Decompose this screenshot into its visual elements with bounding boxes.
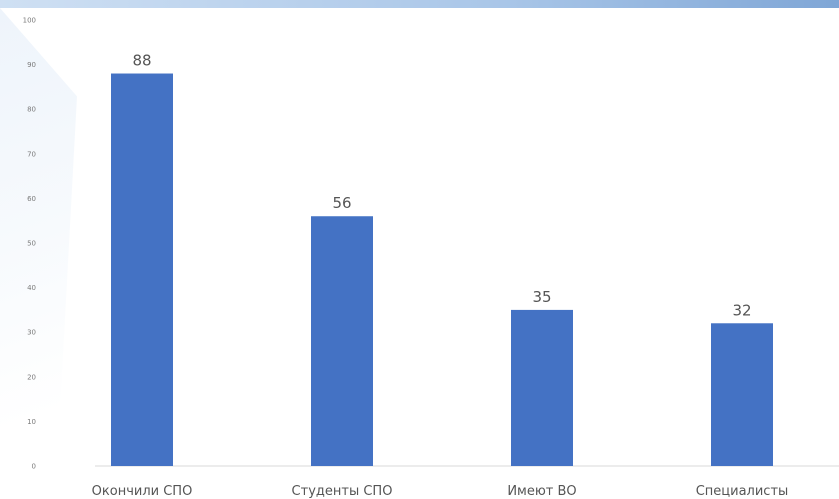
x-category-label: Окончили СПО [92, 484, 193, 499]
data-label: 35 [532, 288, 551, 306]
y-axis: 0 10 20 30 40 50 60 70 80 90 100 [23, 17, 36, 471]
y-tick-label: 90 [27, 61, 36, 69]
bar [311, 216, 373, 466]
y-tick-label: 30 [27, 329, 36, 337]
data-label: 88 [132, 52, 151, 70]
x-axis: Окончили СПО Студенты СПО Имеют ВО Специали… [92, 484, 789, 499]
x-category-label: Студенты СПО [292, 484, 393, 499]
x-category-label: Имеют ВО [507, 484, 576, 499]
y-tick-label: 0 [32, 463, 36, 471]
bars [111, 73, 773, 467]
y-tick-label: 70 [27, 150, 36, 158]
data-label: 32 [732, 301, 751, 319]
bar [711, 323, 773, 466]
y-tick-label: 60 [27, 195, 36, 203]
y-tick-label: 100 [23, 17, 36, 25]
bar [111, 73, 173, 467]
header-band [0, 0, 839, 8]
y-tick-label: 50 [27, 240, 36, 248]
data-label: 56 [332, 194, 351, 212]
data-labels: 88 56 35 32 [132, 52, 751, 320]
y-tick-label: 10 [27, 418, 36, 426]
y-tick-label: 40 [27, 284, 36, 292]
y-tick-label: 80 [27, 106, 36, 114]
x-category-label: Специалисты [696, 484, 789, 499]
bar [511, 309, 573, 466]
y-tick-label: 20 [27, 373, 36, 381]
